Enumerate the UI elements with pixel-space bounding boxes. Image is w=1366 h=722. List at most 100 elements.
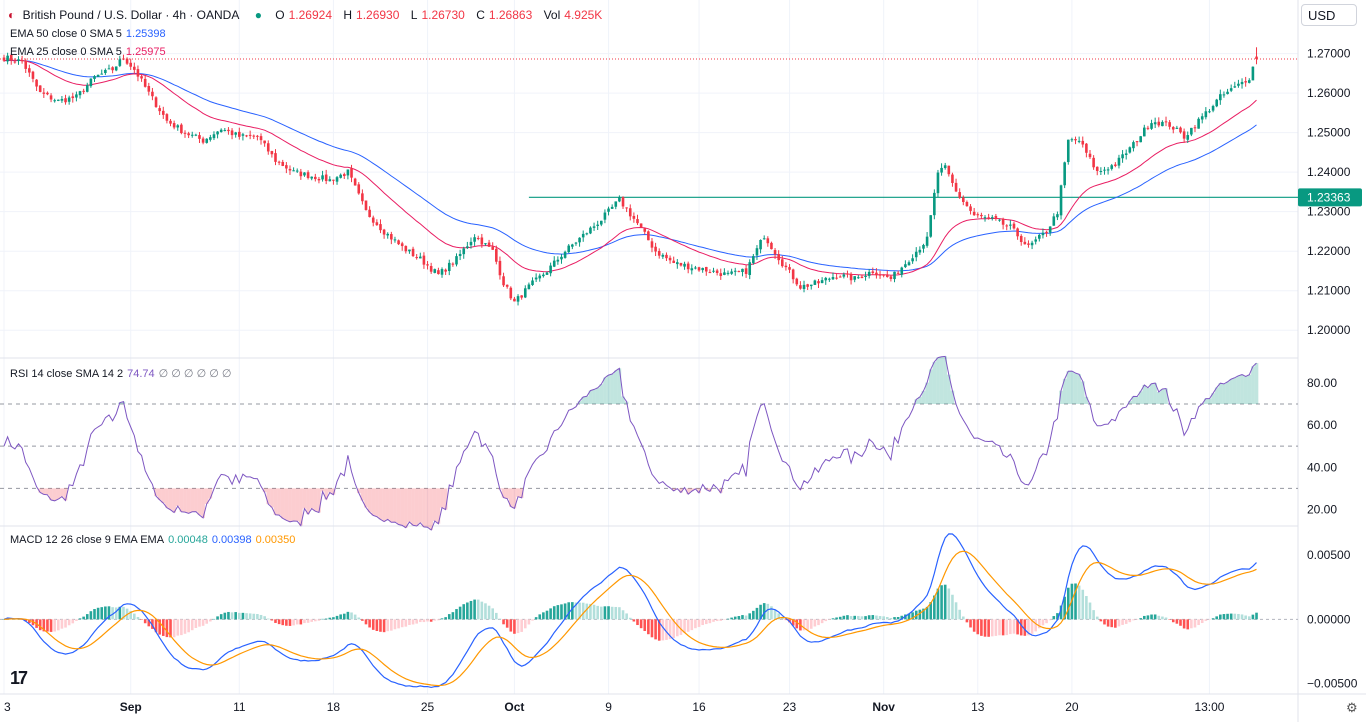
macd-hist-bar xyxy=(219,614,223,620)
macd-hist-bar xyxy=(437,619,440,621)
macd-hist-bar xyxy=(498,618,502,620)
candle-body xyxy=(567,245,571,253)
macd-hist-bar xyxy=(303,619,306,624)
macd-hist-bar xyxy=(104,606,107,620)
macd-histogram xyxy=(2,583,1258,641)
macd-hist-bar xyxy=(60,619,64,629)
candle-body xyxy=(527,284,531,290)
macd-hist-bar xyxy=(806,619,809,631)
candle-body xyxy=(657,250,661,256)
macd-hist-bar xyxy=(1168,619,1171,620)
macd-hist-bar xyxy=(723,619,726,620)
macd-tick-label: 0.00500 xyxy=(1307,548,1351,562)
candle-body xyxy=(900,267,904,275)
candle-body xyxy=(89,78,93,87)
macd-hist-bar xyxy=(1215,616,1218,620)
candle-body xyxy=(42,92,46,94)
rsi-empty-values: ∅ ∅ ∅ ∅ ∅ ∅ xyxy=(158,368,232,380)
candle-body xyxy=(93,76,96,79)
candle-body xyxy=(129,62,132,67)
candle-body xyxy=(78,91,82,96)
candle-body xyxy=(1153,122,1157,125)
macd-hist-bar xyxy=(571,602,574,620)
macd-hist-bar xyxy=(42,619,46,632)
macd-legend[interactable]: MACD 12 26 close 9 EMA EMA 0.00048 0.00398… xyxy=(10,534,296,546)
macd-hist-bar xyxy=(520,619,523,632)
macd-hist-bar xyxy=(867,615,871,620)
symbol-title[interactable]: British Pound / U.S. Dollar · 4h · OANDA xyxy=(22,8,240,22)
candle-body xyxy=(259,136,263,141)
rsi-fill xyxy=(38,356,1259,530)
macd-hist-bar xyxy=(122,606,125,620)
candle-body xyxy=(654,246,657,252)
candle-body xyxy=(531,280,534,286)
macd-hist-bar xyxy=(451,612,455,620)
macd-hist-bar xyxy=(900,615,904,620)
candle-body xyxy=(346,169,350,176)
candle-body xyxy=(426,264,429,266)
macd-hist-bar xyxy=(328,617,332,620)
macd-hist-bar xyxy=(614,606,618,620)
macd-hist-bar xyxy=(2,619,6,620)
candle-body xyxy=(158,108,161,112)
macd-hist-bar xyxy=(1139,618,1142,620)
candle-body xyxy=(571,244,574,247)
candle-body xyxy=(176,125,180,128)
rsi-legend[interactable]: RSI 14 close SMA 14 2 74.74 ∅ ∅ ∅ ∅ ∅ ∅ xyxy=(10,368,232,380)
candle-body xyxy=(697,267,701,271)
candle-body xyxy=(712,270,715,272)
candle-body xyxy=(940,167,943,173)
macd-hist-bar xyxy=(690,619,694,631)
settings-gear-icon[interactable]: ⚙ xyxy=(1346,700,1358,715)
candle-body xyxy=(574,242,578,244)
candle-body xyxy=(404,245,408,252)
macd-hist-bar xyxy=(802,619,806,631)
candle-body xyxy=(350,168,353,178)
candle-body xyxy=(1059,185,1063,216)
macd-hist-bar xyxy=(929,602,933,620)
candle-body xyxy=(864,275,867,277)
macd-hist-bar xyxy=(346,611,350,620)
currency-select[interactable]: USD xyxy=(1301,4,1357,26)
macd-hist-bar xyxy=(838,616,842,620)
time-tick-label: Sep xyxy=(120,700,142,714)
macd-hist-bar xyxy=(248,613,252,620)
macd-hist-bar xyxy=(864,616,867,620)
ema25-legend[interactable]: EMA 25 close 0 SMA 5 1.25975 xyxy=(10,46,166,58)
candle-body xyxy=(1139,136,1142,143)
macd-hist-bar xyxy=(694,619,697,629)
candle-body xyxy=(578,237,581,243)
macd-hist-bar xyxy=(194,619,198,628)
macd-hist-bar xyxy=(701,619,704,626)
macd-hist-bar xyxy=(846,615,849,620)
hline-price-tag-text: 1.23363 xyxy=(1307,190,1351,204)
candle-body xyxy=(632,215,636,219)
candle-body xyxy=(513,298,516,302)
candle-body xyxy=(1143,127,1146,137)
candle-body xyxy=(332,179,335,181)
macd-hist-bar xyxy=(770,606,773,620)
macd-hist-bar xyxy=(480,601,484,620)
macd-hist-bar xyxy=(596,605,599,620)
candle-body xyxy=(831,277,835,280)
candle-body xyxy=(64,98,67,103)
macd-hist-bar xyxy=(538,614,542,620)
macd-hist-bar xyxy=(96,607,100,620)
candle-body xyxy=(896,272,900,274)
candle-body xyxy=(183,132,187,134)
macd-hist-bar xyxy=(940,585,943,620)
candle-body xyxy=(1161,121,1164,127)
candle-body xyxy=(317,178,321,181)
ema50-legend[interactable]: EMA 50 close 0 SMA 5 1.25398 xyxy=(10,28,166,40)
macd-hist-bar xyxy=(885,617,889,620)
tradingview-logo[interactable]: 17 xyxy=(10,668,28,688)
candle-body xyxy=(1219,94,1222,101)
candle-body xyxy=(1244,81,1247,83)
candle-body xyxy=(1009,224,1012,226)
candle-body xyxy=(708,272,712,274)
macd-hist-bar xyxy=(1197,619,1200,626)
candle-body xyxy=(857,277,860,279)
candle-body xyxy=(929,215,933,237)
candle-body xyxy=(1132,142,1135,149)
